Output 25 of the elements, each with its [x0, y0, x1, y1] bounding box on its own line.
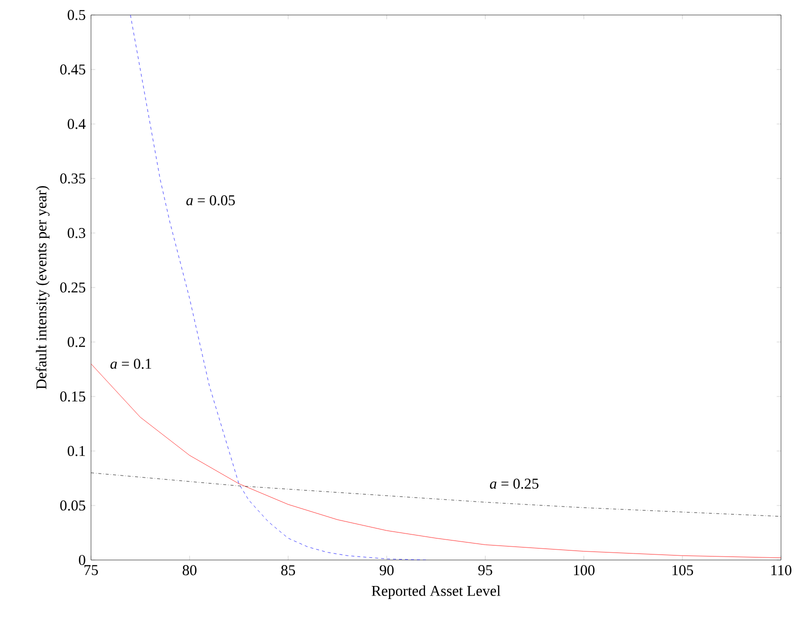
y-tick-label: 0 [78, 554, 86, 566]
y-tick-label: 0.05 [60, 500, 86, 511]
x-tick-label: 110 [771, 565, 792, 576]
x-tick-label: 80 [182, 565, 196, 576]
annotation: a = 0.05 [186, 195, 235, 206]
y-tick-label: 0.15 [60, 391, 86, 402]
x-tick-label: 100 [574, 565, 595, 576]
x-tick-label: 75 [84, 565, 98, 576]
x-tick-label: 85 [281, 565, 296, 576]
annotation: a = 0.25 [490, 478, 538, 489]
y-axis-title: Default intensity (events per year) [36, 186, 50, 390]
y-tick-label: 0.45 [60, 64, 86, 75]
y-tick-label: 0.4 [68, 118, 86, 130]
x-tick-label: 95 [478, 565, 492, 576]
line-series [130, 14, 426, 560]
x-tick-label: 105 [672, 565, 694, 576]
x-axis-title: Reported Asset Level [372, 585, 500, 599]
annotation: a = 0.1 [110, 358, 152, 369]
y-tick-label: 0.2 [68, 336, 85, 348]
y-tick-label: 0.1 [68, 446, 85, 456]
y-tick-label: 0.3 [68, 228, 86, 238]
y-tick-label: 0.5 [68, 10, 86, 20]
y-tick-label: 0.25 [60, 282, 86, 293]
y-tick-label: 0.35 [60, 173, 86, 184]
x-tick-label: 90 [380, 565, 394, 576]
